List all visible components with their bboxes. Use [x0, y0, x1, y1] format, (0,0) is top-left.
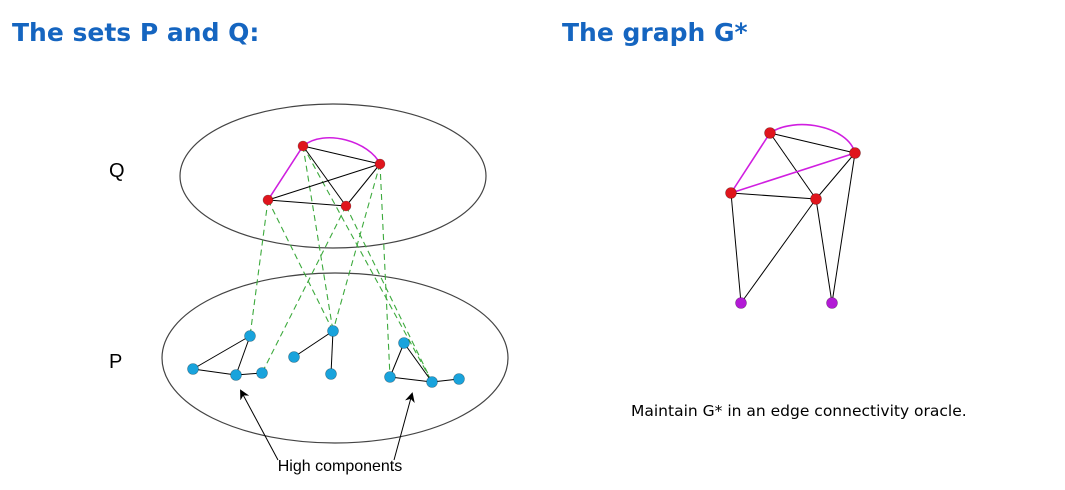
- magenta-arc-edge: [769, 123, 856, 154]
- g-star-node: [725, 187, 737, 199]
- black-edges: [192, 145, 460, 383]
- p-node: [327, 325, 339, 337]
- magenta-edge: [730, 152, 856, 194]
- set-p-ellipse: [161, 272, 509, 444]
- p-node: [230, 369, 242, 381]
- q-edge: [302, 145, 381, 165]
- annotation-arrow-right: [393, 392, 415, 461]
- q-edge: [345, 163, 381, 207]
- set-p-label: P: [109, 351, 122, 373]
- g-star-edge: [769, 132, 856, 154]
- p-edge: [403, 342, 433, 383]
- set-q-ellipse: [179, 103, 487, 249]
- p-edge: [389, 376, 433, 383]
- q-edge: [267, 163, 381, 201]
- dashed-edge: [379, 163, 391, 378]
- p-node: [244, 330, 256, 342]
- dashed-edge: [261, 205, 347, 374]
- dashed-edge: [302, 145, 334, 332]
- g-star-nodes: [725, 127, 861, 309]
- left-diagram: Q P High components: [109, 103, 509, 475]
- p-edge: [235, 335, 251, 376]
- right-diagram: [725, 123, 861, 309]
- p-edge: [192, 335, 251, 370]
- magenta-edges: [267, 136, 381, 201]
- annotation-arrow-left: [240, 389, 279, 461]
- p-node: [384, 371, 396, 383]
- magenta-edge: [267, 145, 304, 201]
- q-node: [374, 158, 386, 170]
- high-components-label: High components: [278, 458, 403, 475]
- q-node: [297, 140, 309, 152]
- g-star-black-edges: [730, 132, 856, 304]
- p-node: [325, 368, 337, 380]
- g-star-edge: [730, 192, 742, 304]
- q-node: [262, 194, 274, 206]
- dashed-edges: [249, 145, 433, 383]
- g-star-caption: Maintain G* in an edge connectivity orac…: [631, 402, 967, 420]
- left-nodes: [187, 140, 465, 388]
- magenta-arc-edge: [302, 136, 381, 165]
- p-node: [398, 337, 410, 349]
- q-edge: [302, 145, 347, 207]
- p-node: [256, 367, 268, 379]
- p-edge: [192, 368, 237, 376]
- dashed-edge: [267, 199, 334, 332]
- p-edge: [293, 330, 334, 358]
- g-star-edge: [831, 152, 856, 304]
- dashed-edge: [249, 199, 269, 337]
- p-node: [288, 351, 300, 363]
- p-node: [187, 363, 199, 375]
- magenta-edge: [730, 132, 771, 194]
- p-edge: [389, 342, 405, 378]
- g-star-edge: [769, 132, 817, 200]
- p-node: [426, 376, 438, 388]
- q-edge: [267, 199, 347, 207]
- p-node: [453, 373, 465, 385]
- p-edge: [330, 330, 334, 375]
- set-q-label: Q: [109, 160, 125, 182]
- q-node: [340, 200, 352, 212]
- g-star-edge: [815, 152, 856, 200]
- dashed-edge: [345, 205, 433, 383]
- g-star-magenta-edges: [730, 123, 856, 194]
- g-star-edge: [740, 198, 817, 304]
- supernode: [735, 297, 747, 309]
- g-star-node: [810, 193, 822, 205]
- g-star-node: [764, 127, 776, 139]
- g-star-node: [849, 147, 861, 159]
- panel-title-sets: The sets P and Q:: [12, 18, 260, 47]
- g-star-edge: [815, 198, 833, 304]
- dashed-edge: [302, 145, 433, 383]
- g-star-edge: [730, 192, 817, 200]
- panel-title-graph: The graph G*: [562, 18, 748, 47]
- dashed-edge: [332, 163, 381, 332]
- supernode: [826, 297, 838, 309]
